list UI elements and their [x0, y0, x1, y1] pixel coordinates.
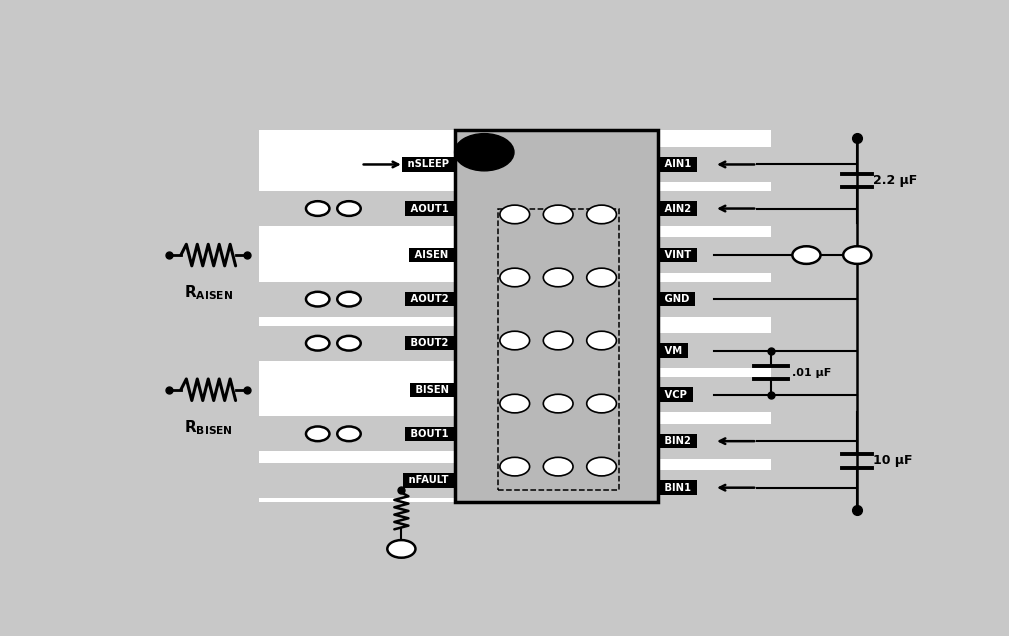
Bar: [259, 282, 454, 317]
Circle shape: [306, 427, 329, 441]
Circle shape: [586, 457, 616, 476]
Bar: [259, 416, 454, 452]
Bar: [658, 130, 771, 502]
Circle shape: [543, 205, 573, 224]
Circle shape: [337, 427, 361, 441]
Text: AIN1: AIN1: [661, 160, 695, 169]
Circle shape: [543, 394, 573, 413]
Bar: [454, 130, 658, 502]
Text: BOUT2: BOUT2: [408, 338, 452, 349]
Bar: [658, 191, 771, 226]
Text: GND: GND: [661, 294, 693, 304]
Bar: [259, 191, 454, 226]
Bar: [658, 333, 771, 368]
Circle shape: [337, 336, 361, 350]
Circle shape: [499, 331, 530, 350]
Circle shape: [387, 540, 416, 558]
Text: AIN2: AIN2: [661, 204, 694, 214]
Bar: [278, 179, 455, 448]
Text: AOUT2: AOUT2: [407, 294, 452, 304]
Text: AOUT1: AOUT1: [407, 204, 452, 214]
Text: BIN1: BIN1: [661, 483, 694, 493]
Circle shape: [586, 205, 616, 224]
Bar: [658, 237, 771, 273]
Bar: [278, 326, 455, 361]
Bar: [658, 424, 771, 459]
Text: .01 μF: .01 μF: [792, 368, 830, 378]
Circle shape: [306, 292, 329, 307]
Text: VM: VM: [661, 345, 686, 356]
Text: VCP: VCP: [661, 390, 690, 399]
Circle shape: [499, 457, 530, 476]
Text: nFAULT: nFAULT: [406, 475, 452, 485]
Circle shape: [543, 331, 573, 350]
Circle shape: [792, 246, 820, 264]
Text: BOUT1: BOUT1: [407, 429, 452, 439]
Circle shape: [337, 201, 361, 216]
Text: $\mathbf{R}_{\mathbf{BISEN}}$: $\mathbf{R}_{\mathbf{BISEN}}$: [184, 418, 233, 437]
Circle shape: [586, 394, 616, 413]
Circle shape: [543, 268, 573, 287]
Text: BISEN: BISEN: [412, 385, 452, 395]
Text: nSLEEP: nSLEEP: [404, 160, 452, 169]
Bar: [497, 209, 619, 490]
Circle shape: [543, 457, 573, 476]
Circle shape: [306, 201, 329, 216]
Text: 2.2 μF: 2.2 μF: [873, 174, 917, 187]
Circle shape: [306, 336, 329, 350]
Circle shape: [586, 268, 616, 287]
Text: 10 μF: 10 μF: [873, 454, 912, 467]
Bar: [658, 282, 771, 317]
Bar: [278, 282, 455, 317]
Text: BIN2: BIN2: [661, 436, 694, 446]
Bar: [658, 470, 771, 506]
Bar: [278, 416, 455, 452]
Bar: [259, 326, 454, 361]
Circle shape: [499, 394, 530, 413]
Bar: [278, 191, 455, 226]
Circle shape: [499, 205, 530, 224]
Text: VINT: VINT: [661, 250, 695, 260]
Bar: [658, 147, 771, 182]
Bar: [658, 377, 771, 412]
Circle shape: [337, 292, 361, 307]
Circle shape: [499, 268, 530, 287]
Bar: [259, 463, 454, 498]
Circle shape: [454, 134, 514, 171]
Text: AISEN: AISEN: [412, 250, 452, 260]
Bar: [259, 130, 454, 502]
Circle shape: [844, 246, 872, 264]
Text: $\mathbf{R}_{\mathbf{AISEN}}$: $\mathbf{R}_{\mathbf{AISEN}}$: [184, 284, 233, 302]
Circle shape: [586, 331, 616, 350]
